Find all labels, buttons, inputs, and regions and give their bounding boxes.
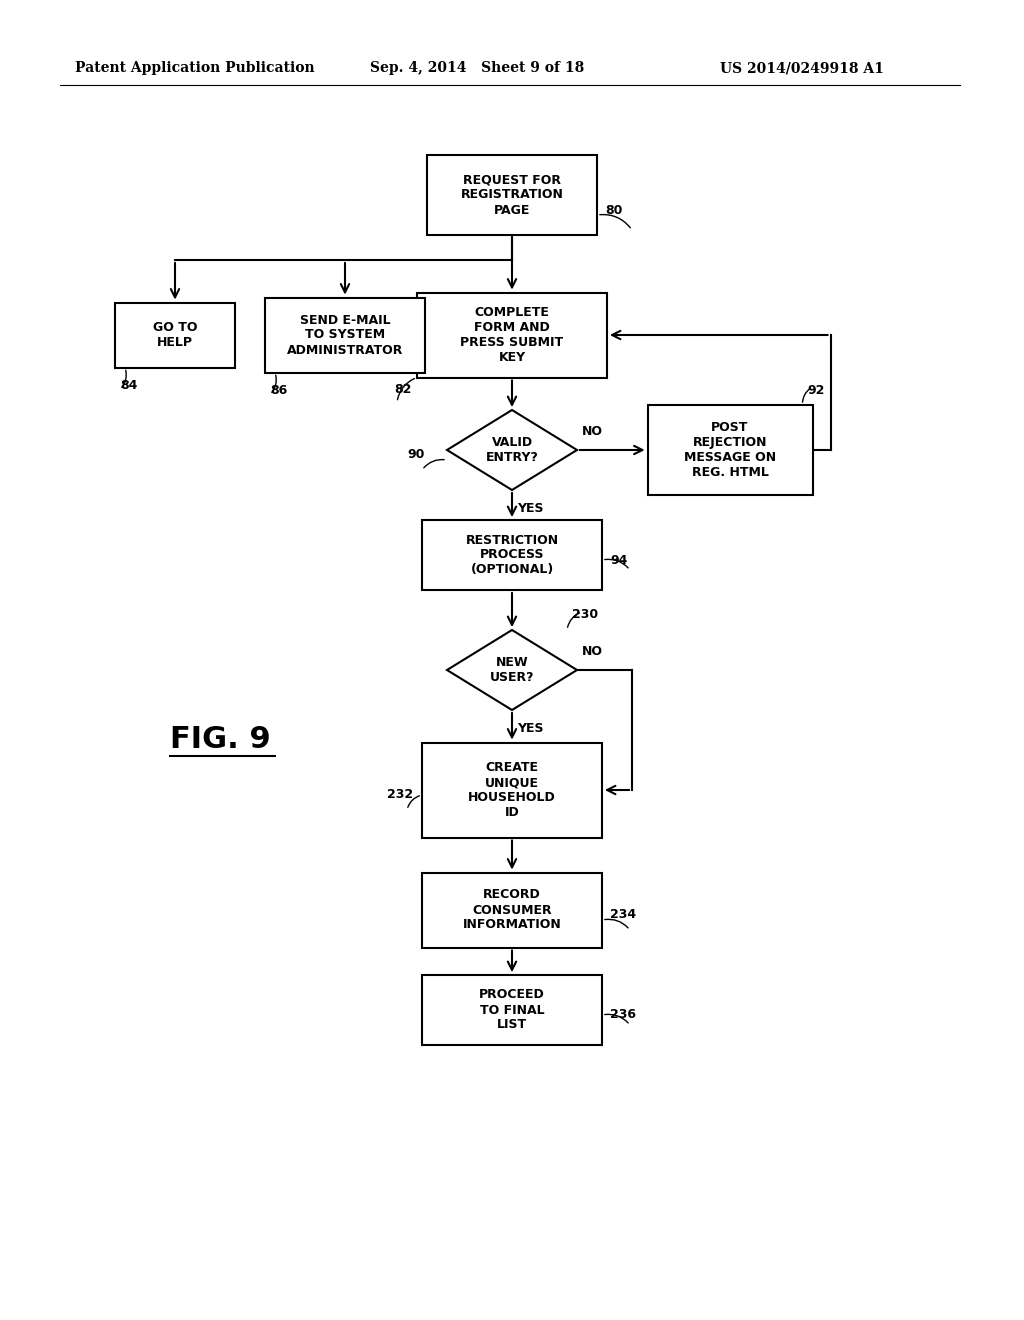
Polygon shape (447, 630, 577, 710)
Text: NEW
USER?: NEW USER? (489, 656, 535, 684)
Text: 236: 236 (610, 1008, 636, 1022)
Text: 84: 84 (120, 379, 137, 392)
Text: 92: 92 (808, 384, 825, 396)
Text: Patent Application Publication: Patent Application Publication (75, 61, 314, 75)
Bar (422, 520, 602, 590)
Text: 234: 234 (610, 908, 636, 921)
Bar (265, 297, 425, 372)
Bar (115, 302, 234, 367)
Text: NO: NO (582, 645, 603, 657)
Text: YES: YES (517, 502, 544, 515)
Bar (417, 293, 607, 378)
Text: SEND E-MAIL
TO SYSTEM
ADMINISTRATOR: SEND E-MAIL TO SYSTEM ADMINISTRATOR (287, 314, 403, 356)
Bar (647, 405, 812, 495)
Text: REQUEST FOR
REGISTRATION
PAGE: REQUEST FOR REGISTRATION PAGE (461, 173, 563, 216)
Bar (422, 975, 602, 1045)
Text: 82: 82 (394, 383, 412, 396)
Polygon shape (447, 411, 577, 490)
Text: Sep. 4, 2014   Sheet 9 of 18: Sep. 4, 2014 Sheet 9 of 18 (370, 61, 585, 75)
Text: 232: 232 (387, 788, 413, 801)
Text: YES: YES (517, 722, 544, 735)
Text: 230: 230 (572, 609, 598, 622)
Text: 90: 90 (407, 449, 424, 462)
Text: 94: 94 (610, 553, 628, 566)
Text: POST
REJECTION
MESSAGE ON
REG. HTML: POST REJECTION MESSAGE ON REG. HTML (684, 421, 776, 479)
Text: US 2014/0249918 A1: US 2014/0249918 A1 (720, 61, 884, 75)
Text: COMPLETE
FORM AND
PRESS SUBMIT
KEY: COMPLETE FORM AND PRESS SUBMIT KEY (461, 306, 563, 364)
Text: NO: NO (582, 425, 603, 438)
Bar (422, 742, 602, 837)
Text: GO TO
HELP: GO TO HELP (153, 321, 198, 348)
Text: 86: 86 (270, 384, 288, 397)
Text: CREATE
UNIQUE
HOUSEHOLD
ID: CREATE UNIQUE HOUSEHOLD ID (468, 762, 556, 818)
Text: RESTRICTION
PROCESS
(OPTIONAL): RESTRICTION PROCESS (OPTIONAL) (466, 533, 558, 577)
Text: FIG. 9: FIG. 9 (170, 726, 270, 755)
Text: VALID
ENTRY?: VALID ENTRY? (485, 436, 539, 465)
Text: RECORD
CONSUMER
INFORMATION: RECORD CONSUMER INFORMATION (463, 888, 561, 932)
Bar (422, 873, 602, 948)
Bar (427, 154, 597, 235)
Text: PROCEED
TO FINAL
LIST: PROCEED TO FINAL LIST (479, 989, 545, 1031)
Text: 80: 80 (605, 203, 623, 216)
